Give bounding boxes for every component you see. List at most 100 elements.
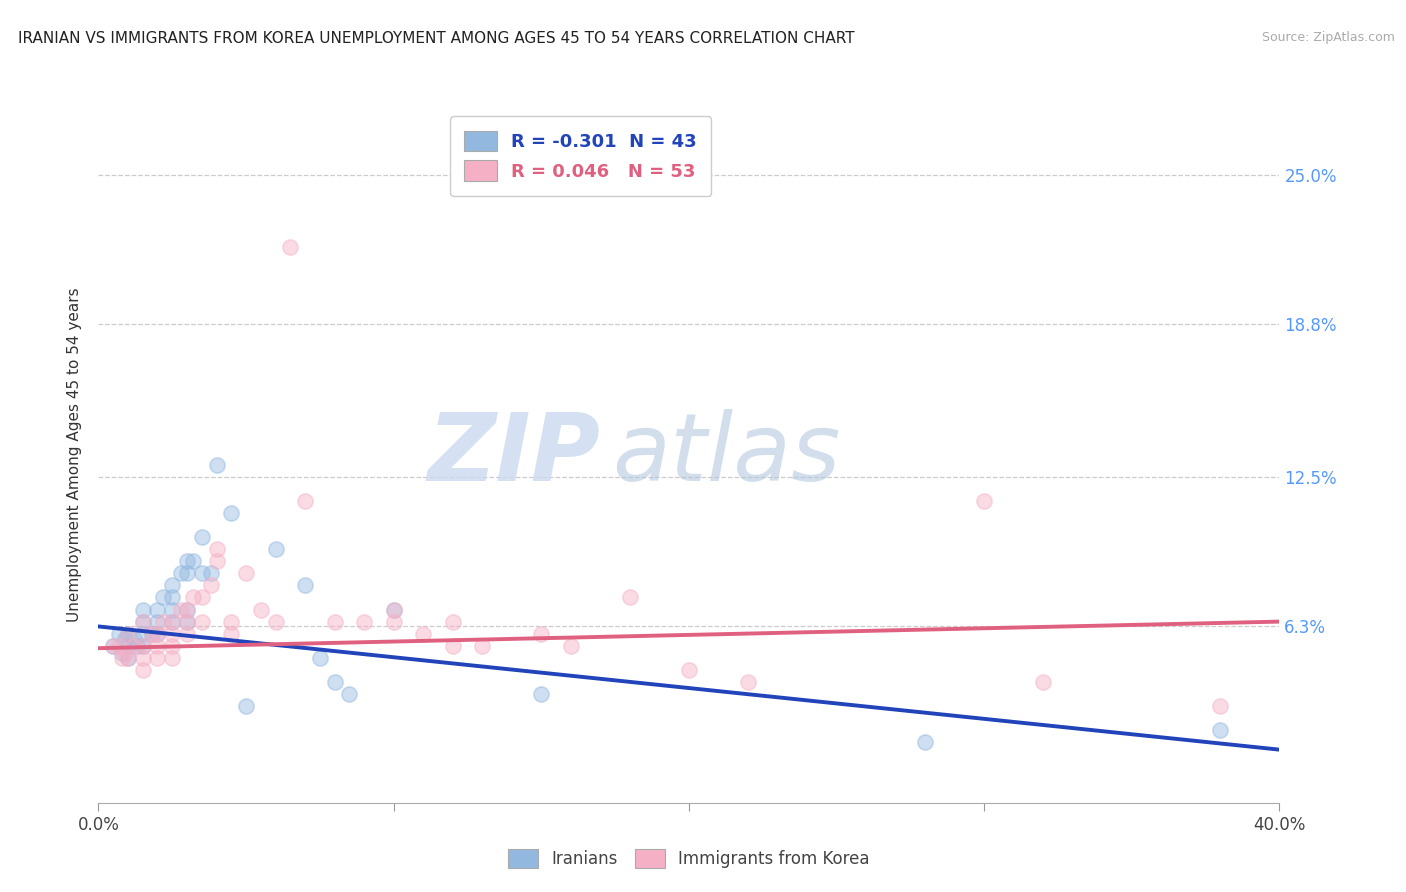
Point	[162, 651, 183, 665]
Text: atlas: atlas	[612, 409, 841, 500]
Legend: Iranians, Immigrants from Korea: Iranians, Immigrants from Korea	[502, 842, 876, 874]
Point	[152, 615, 174, 629]
Point	[382, 602, 405, 616]
Point	[111, 651, 134, 665]
Point	[176, 615, 198, 629]
Point	[162, 591, 183, 605]
Point	[170, 602, 193, 616]
Point	[146, 651, 169, 665]
Point	[117, 626, 139, 640]
Point	[103, 639, 125, 653]
Text: Source: ZipAtlas.com: Source: ZipAtlas.com	[1261, 31, 1395, 45]
Point	[176, 615, 198, 629]
Point	[412, 626, 434, 640]
Point	[146, 602, 169, 616]
Point	[103, 639, 125, 653]
Point	[132, 615, 155, 629]
Point	[250, 602, 273, 616]
Point	[678, 663, 700, 677]
Point	[353, 615, 375, 629]
Point	[382, 615, 405, 629]
Point	[1032, 675, 1054, 690]
Point	[1209, 699, 1232, 714]
Point	[132, 615, 155, 629]
Point	[191, 591, 214, 605]
Point	[205, 458, 228, 472]
Point	[117, 651, 139, 665]
Point	[162, 602, 183, 616]
Point	[122, 632, 145, 646]
Point	[1209, 723, 1232, 738]
Point	[221, 506, 243, 520]
Point	[176, 554, 198, 568]
Point	[132, 639, 155, 653]
Point	[117, 651, 139, 665]
Point	[323, 615, 346, 629]
Point	[162, 615, 183, 629]
Point	[114, 632, 136, 646]
Point	[108, 639, 131, 653]
Text: ZIP: ZIP	[427, 409, 600, 501]
Point	[141, 626, 163, 640]
Point	[176, 626, 198, 640]
Point	[117, 626, 139, 640]
Point	[191, 615, 214, 629]
Point	[294, 578, 316, 592]
Point	[205, 542, 228, 557]
Point	[170, 566, 193, 581]
Point	[205, 554, 228, 568]
Point	[294, 493, 316, 508]
Point	[181, 554, 204, 568]
Point	[221, 626, 243, 640]
Point	[530, 626, 553, 640]
Point	[146, 626, 169, 640]
Point	[309, 651, 332, 665]
Point	[737, 675, 759, 690]
Y-axis label: Unemployment Among Ages 45 to 54 years: Unemployment Among Ages 45 to 54 years	[67, 287, 83, 623]
Point	[176, 602, 198, 616]
Point	[264, 615, 287, 629]
Point	[221, 615, 243, 629]
Point	[162, 639, 183, 653]
Point	[441, 615, 464, 629]
Point	[619, 591, 641, 605]
Point	[560, 639, 582, 653]
Point	[152, 591, 174, 605]
Point	[914, 735, 936, 749]
Point	[114, 646, 136, 660]
Point	[191, 530, 214, 544]
Point	[132, 602, 155, 616]
Point	[162, 615, 183, 629]
Point	[176, 566, 198, 581]
Point	[146, 639, 169, 653]
Point	[441, 639, 464, 653]
Text: IRANIAN VS IMMIGRANTS FROM KOREA UNEMPLOYMENT AMONG AGES 45 TO 54 YEARS CORRELAT: IRANIAN VS IMMIGRANTS FROM KOREA UNEMPLO…	[18, 31, 855, 46]
Point	[280, 240, 302, 254]
Point	[973, 493, 995, 508]
Point	[146, 626, 169, 640]
Point	[111, 646, 134, 660]
Point	[323, 675, 346, 690]
Point	[191, 566, 214, 581]
Point	[530, 687, 553, 701]
Point	[132, 626, 155, 640]
Point	[264, 542, 287, 557]
Point	[235, 566, 257, 581]
Point	[122, 639, 145, 653]
Point	[162, 578, 183, 592]
Point	[132, 663, 155, 677]
Point	[125, 639, 148, 653]
Point	[471, 639, 494, 653]
Point	[141, 626, 163, 640]
Point	[108, 626, 131, 640]
Point	[146, 615, 169, 629]
Point	[176, 602, 198, 616]
Point	[339, 687, 361, 701]
Point	[382, 602, 405, 616]
Point	[235, 699, 257, 714]
Point	[181, 591, 204, 605]
Point	[117, 639, 139, 653]
Point	[162, 626, 183, 640]
Point	[132, 651, 155, 665]
Point	[200, 566, 222, 581]
